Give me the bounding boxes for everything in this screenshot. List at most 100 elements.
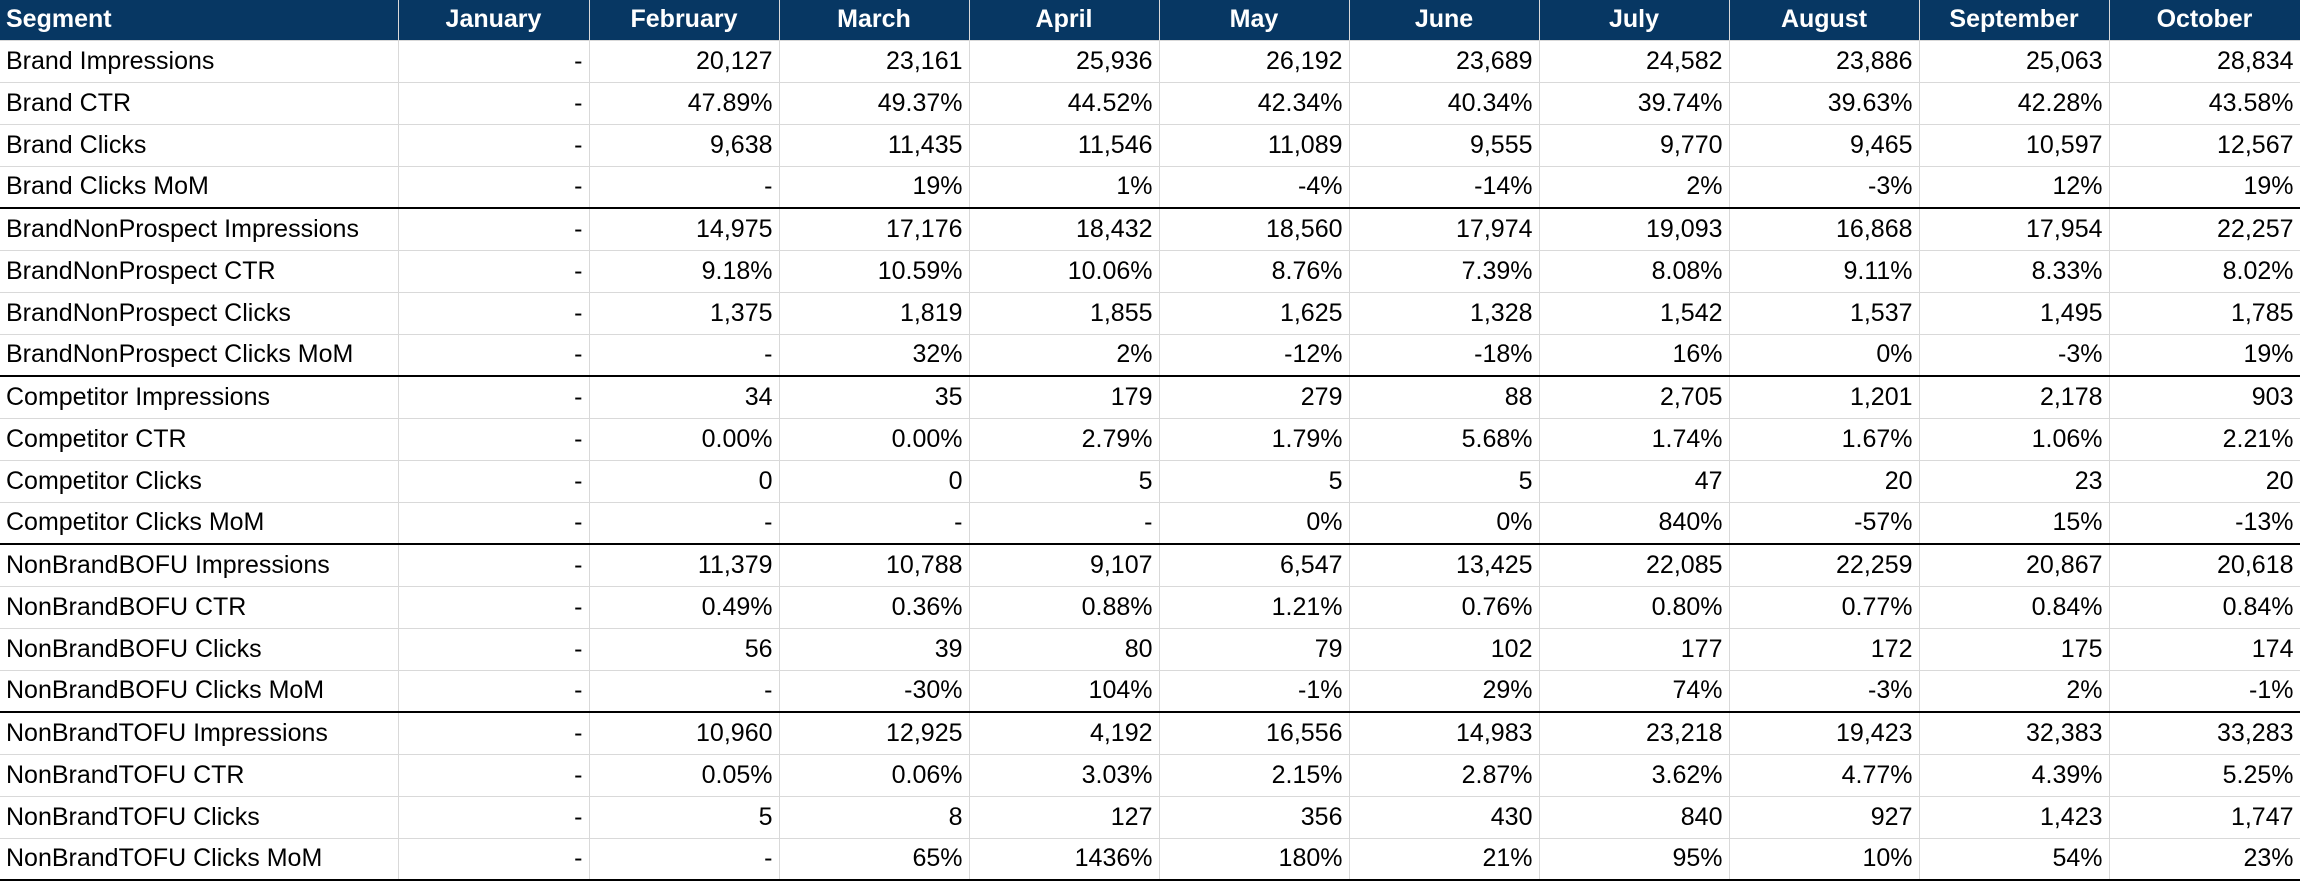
data-cell[interactable]: 88 xyxy=(1349,376,1540,419)
data-cell[interactable]: 74% xyxy=(1539,670,1730,713)
segment-label-cell[interactable]: NonBrandTOFU CTR xyxy=(0,754,399,797)
data-cell[interactable]: 1,855 xyxy=(969,292,1160,335)
data-cell[interactable]: -3% xyxy=(1729,166,1920,209)
data-cell[interactable]: 1,625 xyxy=(1159,292,1350,335)
data-cell[interactable]: - xyxy=(398,460,590,503)
data-cell[interactable]: 34 xyxy=(589,376,780,419)
data-cell[interactable]: 927 xyxy=(1729,796,1920,839)
data-cell[interactable]: 0% xyxy=(1349,502,1540,545)
data-cell[interactable]: 0.88% xyxy=(969,586,1160,629)
data-cell[interactable]: 23,161 xyxy=(779,40,970,83)
data-cell[interactable]: 25,063 xyxy=(1919,40,2110,83)
data-cell[interactable]: 279 xyxy=(1159,376,1350,419)
data-cell[interactable]: 49.37% xyxy=(779,82,970,125)
data-cell[interactable]: - xyxy=(589,166,780,209)
data-cell[interactable]: 1,819 xyxy=(779,292,970,335)
data-cell[interactable]: 174 xyxy=(2109,628,2300,671)
data-cell[interactable]: - xyxy=(779,502,970,545)
data-cell[interactable]: 9.18% xyxy=(589,250,780,293)
data-cell[interactable]: - xyxy=(589,502,780,545)
data-cell[interactable]: 11,379 xyxy=(589,544,780,587)
segment-label-cell[interactable]: NonBrandTOFU Impressions xyxy=(0,712,399,755)
data-cell[interactable]: 5 xyxy=(969,460,1160,503)
data-cell[interactable]: 21% xyxy=(1349,838,1540,881)
data-cell[interactable]: 0.06% xyxy=(779,754,970,797)
data-cell[interactable]: 11,435 xyxy=(779,124,970,167)
segment-label-cell[interactable]: Competitor Clicks MoM xyxy=(0,502,399,545)
data-cell[interactable]: - xyxy=(589,670,780,713)
data-cell[interactable]: 0.77% xyxy=(1729,586,1920,629)
data-cell[interactable]: 17,176 xyxy=(779,208,970,251)
column-header-september[interactable]: September xyxy=(1919,0,2110,41)
data-cell[interactable]: - xyxy=(398,250,590,293)
data-cell[interactable]: 8.76% xyxy=(1159,250,1350,293)
data-cell[interactable]: 23,218 xyxy=(1539,712,1730,755)
data-cell[interactable]: - xyxy=(398,208,590,251)
data-cell[interactable]: 179 xyxy=(969,376,1160,419)
data-cell[interactable]: 1,537 xyxy=(1729,292,1920,335)
data-cell[interactable]: 1,375 xyxy=(589,292,780,335)
data-cell[interactable]: - xyxy=(589,334,780,377)
data-cell[interactable]: 1% xyxy=(969,166,1160,209)
data-cell[interactable]: - xyxy=(398,628,590,671)
segment-label-cell[interactable]: BrandNonProspect Impressions xyxy=(0,208,399,251)
data-cell[interactable]: - xyxy=(398,124,590,167)
data-cell[interactable]: 0% xyxy=(1729,334,1920,377)
data-cell[interactable]: - xyxy=(398,670,590,713)
data-cell[interactable]: -14% xyxy=(1349,166,1540,209)
data-cell[interactable]: -13% xyxy=(2109,502,2300,545)
data-cell[interactable]: - xyxy=(398,376,590,419)
data-cell[interactable]: 10,960 xyxy=(589,712,780,755)
data-cell[interactable]: 2.87% xyxy=(1349,754,1540,797)
column-header-february[interactable]: February xyxy=(589,0,780,41)
data-cell[interactable]: 18,432 xyxy=(969,208,1160,251)
data-cell[interactable]: 22,085 xyxy=(1539,544,1730,587)
data-cell[interactable]: 9,465 xyxy=(1729,124,1920,167)
data-cell[interactable]: 32,383 xyxy=(1919,712,2110,755)
data-cell[interactable]: 12,567 xyxy=(2109,124,2300,167)
data-cell[interactable]: 2.21% xyxy=(2109,418,2300,461)
data-cell[interactable]: 1.67% xyxy=(1729,418,1920,461)
data-cell[interactable]: 2% xyxy=(969,334,1160,377)
data-cell[interactable]: 12% xyxy=(1919,166,2110,209)
data-cell[interactable]: 18,560 xyxy=(1159,208,1350,251)
column-header-may[interactable]: May xyxy=(1159,0,1350,41)
data-cell[interactable]: 39 xyxy=(779,628,970,671)
data-cell[interactable]: 29% xyxy=(1349,670,1540,713)
data-cell[interactable]: 11,546 xyxy=(969,124,1160,167)
data-cell[interactable]: 0 xyxy=(589,460,780,503)
data-cell[interactable]: 356 xyxy=(1159,796,1350,839)
data-cell[interactable]: 5 xyxy=(589,796,780,839)
data-cell[interactable]: 20,867 xyxy=(1919,544,2110,587)
column-header-january[interactable]: January xyxy=(398,0,590,41)
data-cell[interactable]: 9,770 xyxy=(1539,124,1730,167)
data-cell[interactable]: 0.36% xyxy=(779,586,970,629)
data-cell[interactable]: 2.79% xyxy=(969,418,1160,461)
data-cell[interactable]: 177 xyxy=(1539,628,1730,671)
data-cell[interactable]: 0.84% xyxy=(2109,586,2300,629)
segment-label-cell[interactable]: NonBrandBOFU CTR xyxy=(0,586,399,629)
data-cell[interactable]: 1.79% xyxy=(1159,418,1350,461)
segment-label-cell[interactable]: Competitor CTR xyxy=(0,418,399,461)
data-cell[interactable]: 0.00% xyxy=(779,418,970,461)
data-cell[interactable]: -4% xyxy=(1159,166,1350,209)
data-cell[interactable]: 6,547 xyxy=(1159,544,1350,587)
data-cell[interactable]: 19% xyxy=(2109,166,2300,209)
segment-label-cell[interactable]: NonBrandBOFU Clicks MoM xyxy=(0,670,399,713)
data-cell[interactable]: 22,259 xyxy=(1729,544,1920,587)
data-cell[interactable]: 0.80% xyxy=(1539,586,1730,629)
data-cell[interactable]: -57% xyxy=(1729,502,1920,545)
data-cell[interactable]: - xyxy=(398,418,590,461)
column-header-june[interactable]: June xyxy=(1349,0,1540,41)
column-header-july[interactable]: July xyxy=(1539,0,1730,41)
data-cell[interactable]: -1% xyxy=(1159,670,1350,713)
data-cell[interactable]: 20 xyxy=(1729,460,1920,503)
segment-label-cell[interactable]: NonBrandBOFU Clicks xyxy=(0,628,399,671)
data-cell[interactable]: 0% xyxy=(1159,502,1350,545)
data-cell[interactable]: 39.74% xyxy=(1539,82,1730,125)
data-cell[interactable]: - xyxy=(398,838,590,881)
data-cell[interactable]: 0.76% xyxy=(1349,586,1540,629)
segment-label-cell[interactable]: BrandNonProspect Clicks xyxy=(0,292,399,335)
data-cell[interactable]: 79 xyxy=(1159,628,1350,671)
data-cell[interactable]: 47.89% xyxy=(589,82,780,125)
